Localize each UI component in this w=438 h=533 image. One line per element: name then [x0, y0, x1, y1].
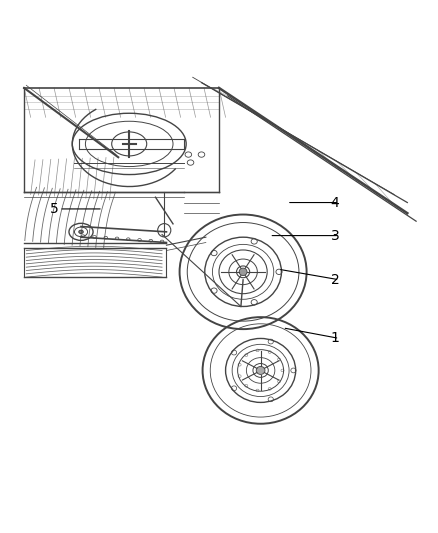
Ellipse shape	[256, 367, 265, 374]
Text: 3: 3	[331, 229, 339, 243]
Text: 5: 5	[50, 202, 59, 216]
Text: 2: 2	[331, 273, 339, 287]
Ellipse shape	[239, 268, 247, 276]
Text: 1: 1	[331, 332, 339, 345]
Ellipse shape	[79, 230, 83, 233]
Text: 4: 4	[331, 196, 339, 209]
